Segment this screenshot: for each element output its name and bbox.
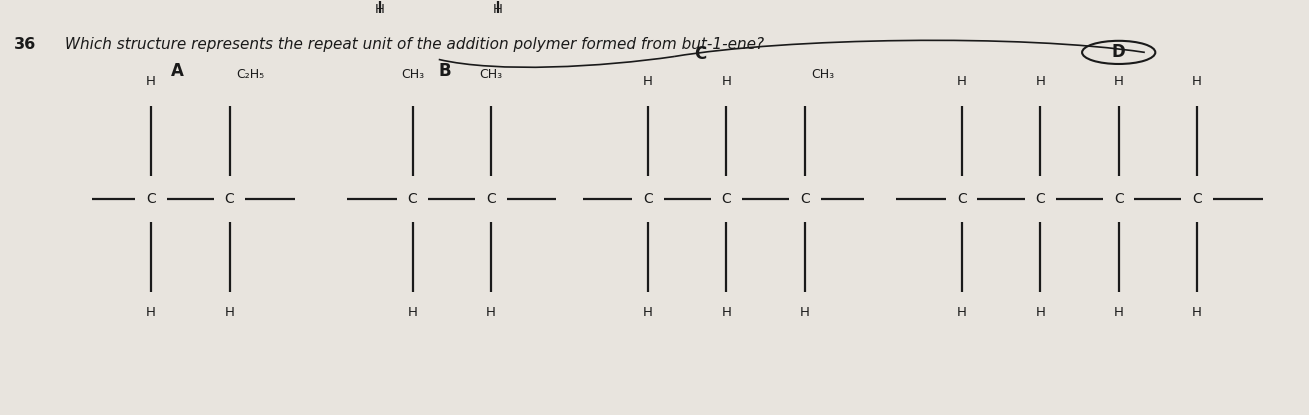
Text: C: C bbox=[957, 192, 966, 206]
Text: H: H bbox=[147, 305, 156, 319]
Text: H: H bbox=[800, 305, 810, 319]
Text: H: H bbox=[721, 305, 732, 319]
Text: H: H bbox=[643, 75, 653, 88]
Text: H: H bbox=[1035, 305, 1045, 319]
Text: A: A bbox=[170, 62, 183, 80]
Text: C₂H₅: C₂H₅ bbox=[236, 68, 264, 81]
Text: B: B bbox=[439, 62, 452, 80]
Text: C: C bbox=[486, 192, 496, 206]
Text: C: C bbox=[147, 192, 156, 206]
Text: H: H bbox=[147, 75, 156, 88]
Text: Which structure represents the repeat unit of the addition polymer formed from b: Which structure represents the repeat un… bbox=[59, 37, 763, 51]
Text: H: H bbox=[1035, 75, 1045, 88]
Text: C: C bbox=[225, 192, 234, 206]
Text: H: H bbox=[374, 3, 385, 16]
Text: H: H bbox=[486, 305, 496, 319]
Text: H: H bbox=[407, 305, 418, 319]
Text: C: C bbox=[407, 192, 418, 206]
Text: CH₃: CH₃ bbox=[479, 68, 503, 81]
Text: C: C bbox=[1114, 192, 1123, 206]
Text: CH₃: CH₃ bbox=[812, 68, 835, 81]
Text: CH₃: CH₃ bbox=[401, 68, 424, 81]
Text: C: C bbox=[800, 192, 810, 206]
Text: C: C bbox=[1035, 192, 1045, 206]
Text: C: C bbox=[1192, 192, 1202, 206]
Text: D: D bbox=[1111, 44, 1126, 61]
Text: C: C bbox=[694, 46, 707, 63]
Text: H: H bbox=[225, 305, 234, 319]
Text: H: H bbox=[1114, 75, 1123, 88]
Text: H: H bbox=[957, 75, 967, 88]
Text: H: H bbox=[643, 305, 653, 319]
Text: H: H bbox=[1192, 305, 1202, 319]
Text: 36: 36 bbox=[14, 37, 37, 51]
Text: H: H bbox=[1114, 305, 1123, 319]
Text: C: C bbox=[721, 192, 732, 206]
Text: C: C bbox=[643, 192, 653, 206]
Text: H: H bbox=[492, 3, 503, 16]
Text: H: H bbox=[957, 305, 967, 319]
Text: H: H bbox=[1192, 75, 1202, 88]
Text: H: H bbox=[721, 75, 732, 88]
